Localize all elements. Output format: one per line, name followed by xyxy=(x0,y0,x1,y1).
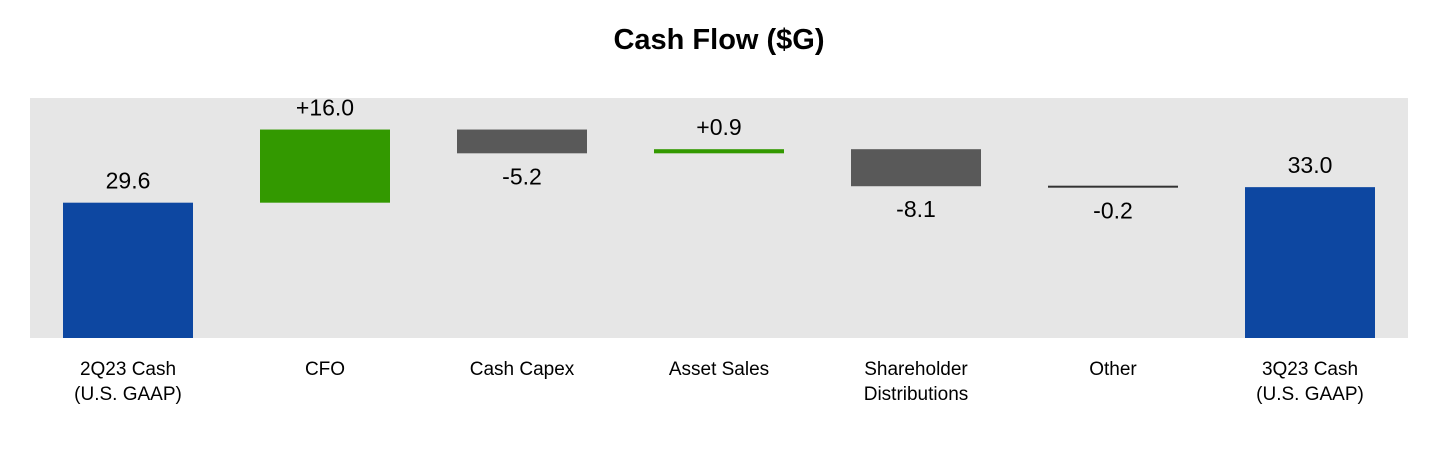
value-label-shareholder-distributions: -8.1 xyxy=(896,196,936,222)
value-label-cash-capex: -5.2 xyxy=(502,163,542,189)
value-label-asset-sales: +0.9 xyxy=(696,114,741,140)
value-label-3q23-cash-u-s-gaap: 33.0 xyxy=(1288,152,1333,178)
value-label-cfo: +16.0 xyxy=(296,95,354,121)
bar-other xyxy=(1048,185,1178,188)
value-label-other: -0.2 xyxy=(1093,198,1133,224)
bar-cash-capex xyxy=(457,129,587,154)
plot-background xyxy=(30,98,1408,338)
category-label-cfo: CFO xyxy=(305,359,345,380)
category-label-shareholder-distributions: Shareholder Distributions xyxy=(864,359,969,405)
category-label-3q23-cash-u-s-gaap: 3Q23 Cash (U.S. GAAP) xyxy=(1256,359,1364,405)
bar-asset-sales xyxy=(654,149,784,154)
category-label-cash-capex: Cash Capex xyxy=(470,359,575,380)
bar-2q23-cash-u-s-gaap xyxy=(63,202,193,338)
bar-shareholder-distributions xyxy=(851,149,981,187)
value-label-2q23-cash-u-s-gaap: 29.6 xyxy=(106,168,151,194)
category-label-2q23-cash-u-s-gaap: 2Q23 Cash (U.S. GAAP) xyxy=(74,359,182,405)
bar-cfo xyxy=(260,129,390,203)
category-label-other: Other xyxy=(1089,359,1137,380)
category-label-asset-sales: Asset Sales xyxy=(669,359,769,380)
chart-title: Cash Flow ($G) xyxy=(613,24,825,56)
bar-3q23-cash-u-s-gaap xyxy=(1245,187,1375,338)
